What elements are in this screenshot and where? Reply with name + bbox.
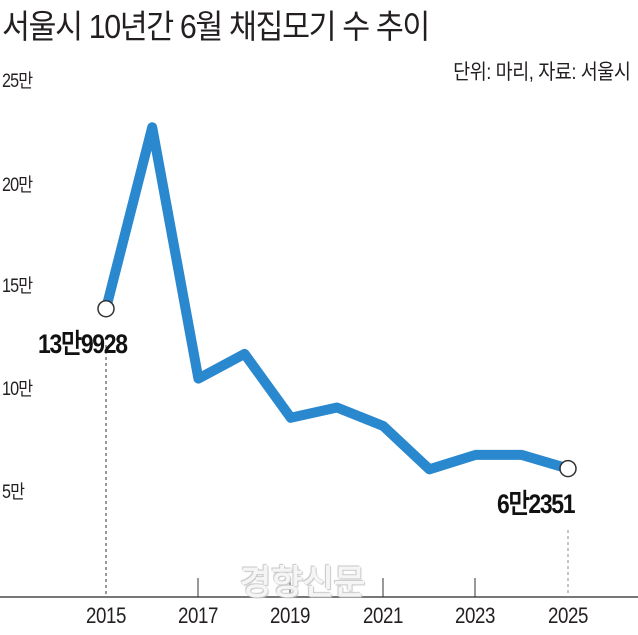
x-tick-2017: 2017 [178, 603, 218, 628]
x-tick-2025: 2025 [548, 603, 588, 628]
x-tick-2021: 2021 [363, 603, 403, 628]
start-value-label: 13만9928 [38, 329, 128, 359]
y-tick-15: 15만 [2, 276, 33, 297]
end-value-label: 6만2351 [497, 489, 576, 519]
y-tick-25: 25만 [2, 71, 33, 92]
y-tick-20: 20만 [2, 175, 33, 196]
y-tick-10: 10만 [2, 379, 33, 400]
end-point-marker [559, 459, 577, 478]
chart-title: 서울시 10년간 6월 채집모기 수 추이 [2, 8, 430, 45]
x-tick-2019: 2019 [270, 603, 310, 628]
unit-source-note: 단위: 마리, 자료: 서울시 [452, 61, 631, 84]
x-tick-2015: 2015 [86, 603, 126, 628]
x-tick-2023: 2023 [455, 603, 495, 628]
series-line [101, 122, 573, 475]
watermark: 경향신문 [240, 564, 366, 602]
start-point-marker [97, 299, 115, 318]
y-tick-5: 5만 [2, 482, 25, 503]
